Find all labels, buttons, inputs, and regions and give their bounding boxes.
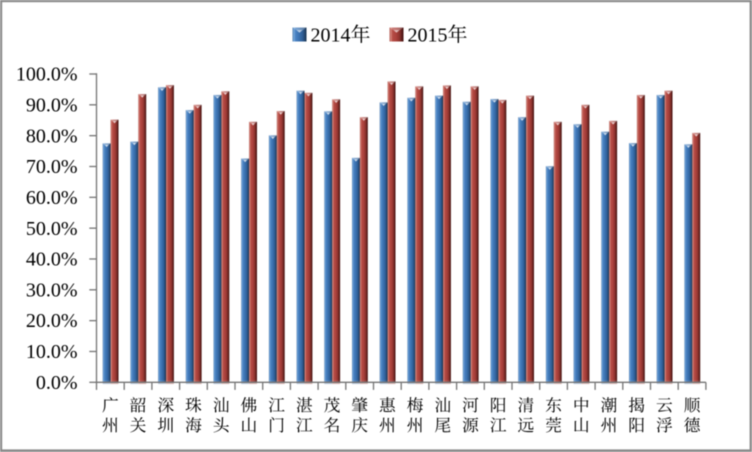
- svg-text:2015: 2015: [408, 25, 448, 47]
- svg-text:10.0%: 10.0%: [26, 341, 78, 363]
- svg-text:0.0%: 0.0%: [36, 372, 78, 394]
- svg-text:70.0%: 70.0%: [26, 156, 78, 178]
- svg-text:100.0%: 100.0%: [16, 64, 78, 86]
- svg-text:2014: 2014: [311, 25, 351, 47]
- svg-text:40.0%: 40.0%: [26, 249, 78, 271]
- svg-text:60.0%: 60.0%: [26, 187, 78, 209]
- svg-text:50.0%: 50.0%: [26, 218, 78, 240]
- svg-text:20.0%: 20.0%: [26, 310, 78, 332]
- svg-text:30.0%: 30.0%: [26, 279, 78, 301]
- svg-text:90.0%: 90.0%: [26, 94, 78, 116]
- svg-text:80.0%: 80.0%: [26, 125, 78, 147]
